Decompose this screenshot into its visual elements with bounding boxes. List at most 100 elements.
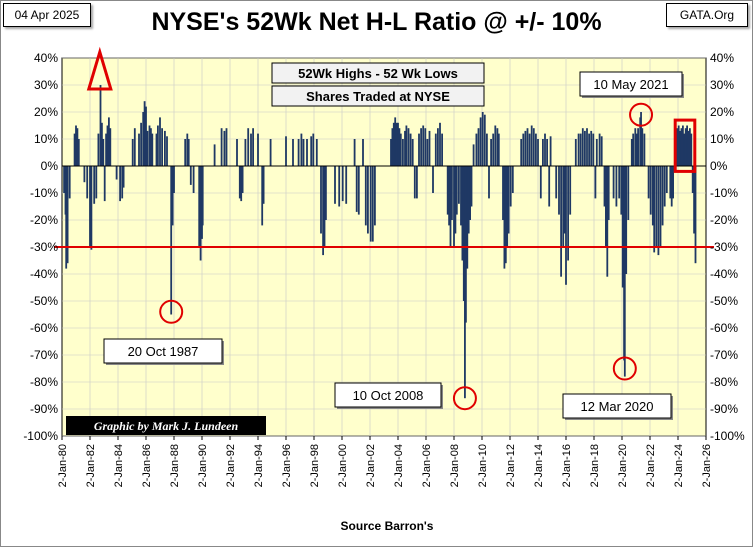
bar <box>151 133 154 166</box>
y-tick-label-right: 0% <box>710 159 728 173</box>
bar <box>341 166 344 202</box>
bar <box>89 166 91 247</box>
x-tick-label: 2-Jan-10 <box>477 444 489 487</box>
bar <box>470 166 473 207</box>
bar <box>164 130 166 166</box>
bar <box>285 136 287 166</box>
bar <box>689 128 691 166</box>
bar <box>669 166 672 199</box>
bar <box>680 128 683 166</box>
x-tick-label: 2-Jan-16 <box>561 444 573 487</box>
bar <box>530 125 533 166</box>
bar <box>300 133 303 166</box>
y-tick-label-left: -40% <box>30 267 58 281</box>
annotations: 20 Oct 1987 10 Oct 2008 12 Mar 2020 10 May … <box>103 71 684 420</box>
bar <box>394 117 397 166</box>
bar <box>618 166 621 199</box>
x-tick-label: 2-Jan-98 <box>309 444 321 487</box>
x-tick-label: 2-Jan-96 <box>281 444 293 487</box>
bar <box>364 166 367 226</box>
bar <box>142 112 145 166</box>
bar <box>488 166 490 199</box>
annotation-box <box>562 393 672 419</box>
legend-entry: Shares Traded at NYSE <box>306 89 450 104</box>
bar-series <box>63 85 697 399</box>
bar <box>524 130 527 166</box>
bar <box>369 166 372 242</box>
bar <box>122 166 125 188</box>
bar <box>458 166 460 204</box>
x-tick-label: 2-Jan-04 <box>393 444 405 487</box>
bar <box>306 139 308 166</box>
legend: 52Wk Highs - 52 Wk Lows Shares Traded at … <box>271 62 485 107</box>
bar <box>338 166 341 207</box>
bar <box>320 166 322 234</box>
bar <box>522 133 525 166</box>
annotation-box <box>103 338 223 364</box>
bar <box>634 128 637 166</box>
y-tick-label-right: -90% <box>710 402 738 416</box>
bar <box>637 128 639 166</box>
bar <box>528 133 531 166</box>
bar <box>395 122 398 166</box>
bar <box>422 125 425 166</box>
bar <box>677 125 680 166</box>
bar <box>466 166 469 269</box>
y-tick-label-left: -50% <box>30 294 58 308</box>
annotation-label: 12 Mar 2020 <box>581 399 654 414</box>
bar <box>109 128 112 166</box>
bar <box>302 139 305 166</box>
bar <box>539 166 542 199</box>
bar <box>413 166 416 199</box>
bar <box>693 166 695 234</box>
bar <box>542 139 544 166</box>
bar <box>615 166 618 207</box>
annotation-box <box>579 71 683 97</box>
bar <box>244 139 247 166</box>
y-tick-label-right: -70% <box>710 348 738 362</box>
bar <box>655 166 658 247</box>
bar <box>399 133 402 166</box>
bar <box>651 166 654 226</box>
x-tick-label: 2-Jan-12 <box>505 444 517 487</box>
bar <box>437 128 439 166</box>
bar <box>581 128 584 166</box>
bar <box>490 139 492 166</box>
y-tick-label-left: -30% <box>30 240 58 254</box>
date-stamp: 04 Apr 2025 <box>3 3 91 27</box>
y-tick-label-left: -70% <box>30 348 58 362</box>
bar <box>390 139 392 166</box>
credit-label: Graphic by Mark J. Lundeen <box>94 419 239 433</box>
bar <box>198 166 201 247</box>
bar <box>186 133 189 166</box>
bar <box>590 130 593 166</box>
y-tick-label-right: -20% <box>710 213 738 227</box>
bar <box>492 133 495 166</box>
bar <box>405 125 408 166</box>
bar <box>670 166 673 207</box>
bar <box>472 144 475 166</box>
bar <box>687 130 690 166</box>
bar <box>509 166 512 207</box>
bar <box>355 166 358 212</box>
bar <box>83 166 86 183</box>
bar <box>606 166 609 277</box>
bar <box>683 133 686 166</box>
bar <box>269 139 272 166</box>
y-tick-label-left: -20% <box>30 213 58 227</box>
bar <box>115 166 118 180</box>
bar <box>155 133 158 166</box>
bar <box>223 130 226 166</box>
bar <box>600 136 603 166</box>
bar <box>262 166 265 204</box>
bar <box>325 166 327 220</box>
bar <box>532 128 535 166</box>
bar <box>101 122 103 166</box>
bar <box>241 166 244 193</box>
annotation-circle <box>452 386 477 411</box>
bar <box>605 166 607 247</box>
y-tick-label-left: 0% <box>41 159 59 173</box>
bar <box>75 125 77 166</box>
bar <box>201 166 204 226</box>
bar <box>603 166 606 207</box>
